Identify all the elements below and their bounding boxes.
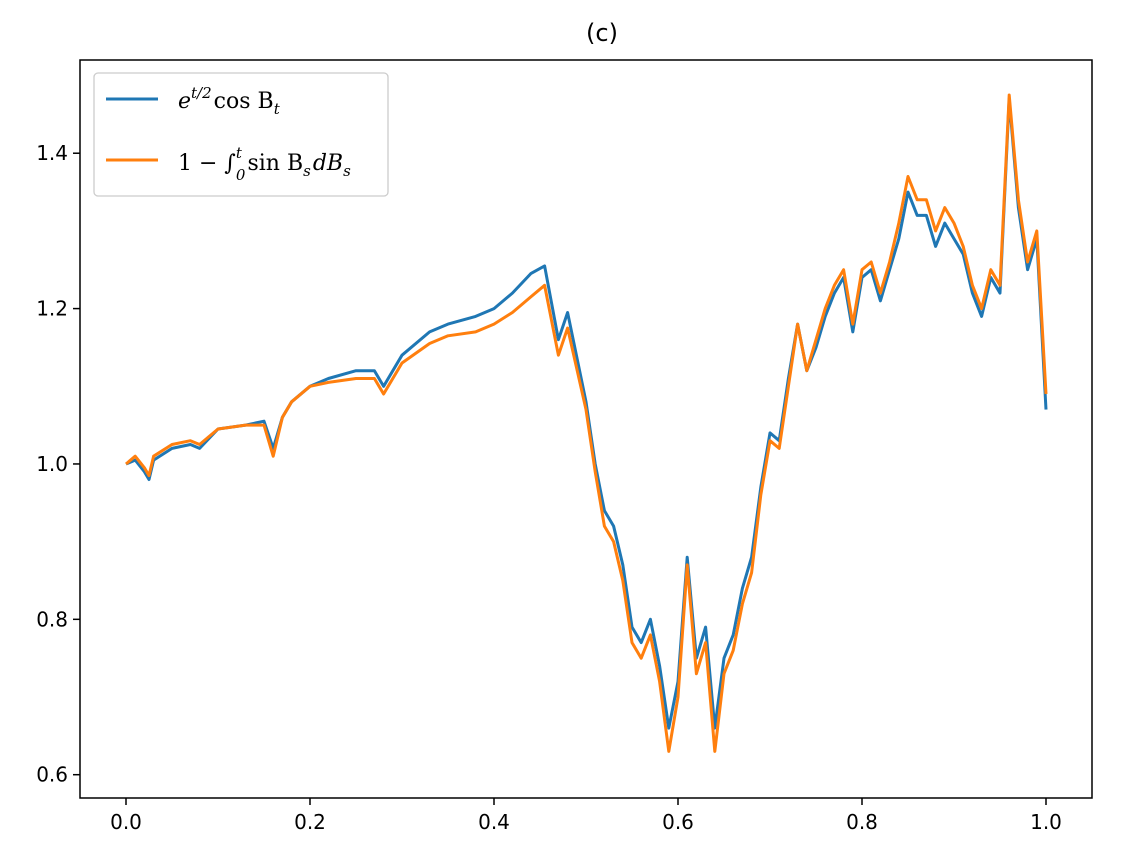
y-tick-label: 0.6 [36,763,68,787]
x-tick-label: 0.2 [294,810,326,834]
legend-1-rest: cos B [214,89,274,114]
legend-2-sub: s [303,162,311,180]
x-tick-label: 0.8 [846,810,878,834]
y-tick-label: 0.8 [36,607,68,631]
legend: et/2cos Bt 1 − ∫t 0sin BsdBs [93,72,389,197]
series-line-2 [125,93,1048,753]
x-tick-label: 1.0 [1030,810,1062,834]
x-tick-label: 0.6 [662,810,694,834]
y-tick-label: 1.0 [36,452,68,476]
y-tick-label: 1.2 [36,297,68,321]
plot-frame [79,59,1093,799]
legend-2-sub2: s [343,162,351,180]
legend-2-main: 1 − ∫ [178,151,236,176]
chart-title: (c) [586,19,618,47]
x-tick-label: 0.0 [110,810,142,834]
legend-1-sup: t/2 [191,84,212,102]
y-tick-label: 1.4 [36,141,68,165]
legend-label-series-1: et/2cos Bt [178,84,281,118]
legend-2-sup: t [236,144,243,162]
legend-1-sub: t [274,100,281,118]
legend-label-series-2: 1 − ∫t 0sin BsdBs [178,144,351,184]
x-tick-label: 0.4 [478,810,510,834]
legend-1-main: e [178,89,191,114]
ticks-layer: 0.0 0.2 0.4 0.6 0.8 1.0 0.6 0.8 1.0 1.2 1.4 [36,141,1062,834]
legend-2-rest: sin B [247,151,303,176]
legend-box [93,72,389,197]
legend-2-tail: dB [313,151,343,176]
legend-2-sub0: 0 [236,166,246,184]
series-layer [125,93,1048,753]
